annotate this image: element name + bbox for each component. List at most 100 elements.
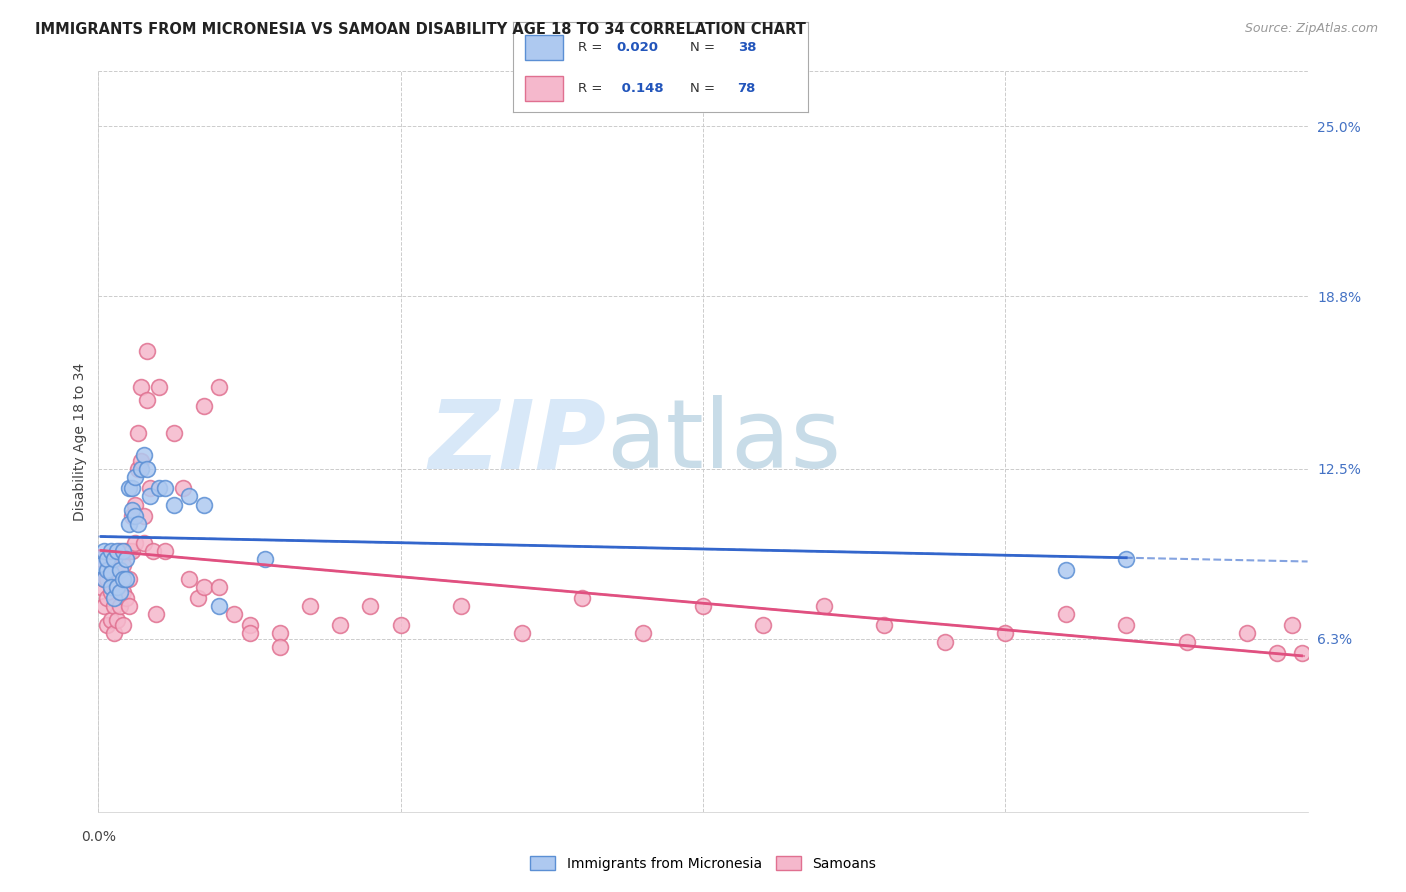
Samoans	[135, 344, 157, 359]
Immigrants from Micronesia	[118, 481, 141, 495]
Samoans	[752, 618, 775, 632]
Text: 0.0%: 0.0%	[82, 830, 115, 844]
Samoans	[692, 599, 714, 613]
Samoans	[108, 572, 131, 586]
Samoans	[111, 618, 134, 632]
Immigrants from Micronesia	[132, 448, 155, 462]
Samoans	[163, 426, 186, 441]
Immigrants from Micronesia	[96, 563, 118, 577]
Immigrants from Micronesia	[103, 591, 125, 605]
Samoans	[132, 536, 155, 550]
Immigrants from Micronesia	[253, 552, 276, 566]
Text: 38: 38	[738, 41, 756, 54]
Samoans	[129, 454, 152, 468]
Samoans	[239, 618, 262, 632]
Samoans	[873, 618, 896, 632]
Immigrants from Micronesia	[108, 563, 131, 577]
Immigrants from Micronesia	[111, 544, 134, 558]
Samoans	[1267, 646, 1289, 660]
Samoans	[121, 508, 143, 523]
Text: N =: N =	[690, 41, 720, 54]
Legend: Immigrants from Micronesia, Samoans: Immigrants from Micronesia, Samoans	[524, 850, 882, 876]
Immigrants from Micronesia	[114, 572, 136, 586]
Text: IMMIGRANTS FROM MICRONESIA VS SAMOAN DISABILITY AGE 18 TO 34 CORRELATION CHART: IMMIGRANTS FROM MICRONESIA VS SAMOAN DIS…	[35, 22, 806, 37]
Samoans	[121, 544, 143, 558]
Immigrants from Micronesia	[124, 470, 146, 484]
Text: 78: 78	[738, 82, 756, 95]
Immigrants from Micronesia	[129, 462, 152, 476]
Samoans	[103, 572, 125, 586]
Immigrants from Micronesia	[100, 580, 122, 594]
Immigrants from Micronesia	[93, 572, 115, 586]
Immigrants from Micronesia	[96, 552, 118, 566]
Samoans	[127, 426, 149, 441]
Samoans	[994, 626, 1017, 640]
Samoans	[389, 618, 412, 632]
Immigrants from Micronesia	[208, 599, 231, 613]
Samoans	[108, 599, 131, 613]
Immigrants from Micronesia	[105, 580, 128, 594]
Samoans	[208, 580, 231, 594]
Immigrants from Micronesia	[1115, 552, 1137, 566]
Samoans	[129, 380, 152, 394]
Samoans	[135, 393, 157, 408]
Immigrants from Micronesia	[105, 544, 128, 558]
Samoans	[1236, 626, 1258, 640]
Immigrants from Micronesia	[103, 552, 125, 566]
Immigrants from Micronesia	[100, 544, 122, 558]
Samoans	[269, 640, 291, 655]
Text: atlas: atlas	[606, 395, 841, 488]
Immigrants from Micronesia	[179, 489, 201, 503]
Samoans	[145, 607, 167, 622]
Samoans	[105, 552, 128, 566]
Samoans	[1175, 634, 1198, 648]
Samoans	[934, 634, 956, 648]
Samoans	[239, 626, 262, 640]
Samoans	[1281, 618, 1303, 632]
Samoans	[450, 599, 472, 613]
Immigrants from Micronesia	[1054, 563, 1077, 577]
Y-axis label: Disability Age 18 to 34: Disability Age 18 to 34	[73, 362, 87, 521]
Samoans	[148, 380, 170, 394]
Samoans	[93, 572, 115, 586]
Immigrants from Micronesia	[148, 481, 170, 495]
Samoans	[193, 580, 215, 594]
Samoans	[510, 626, 533, 640]
Immigrants from Micronesia	[111, 572, 134, 586]
Samoans	[96, 591, 118, 605]
Immigrants from Micronesia	[139, 489, 162, 503]
Samoans	[124, 536, 146, 550]
Samoans	[114, 544, 136, 558]
Samoans	[105, 613, 128, 627]
Samoans	[269, 626, 291, 640]
Immigrants from Micronesia	[163, 498, 186, 512]
Samoans	[571, 591, 593, 605]
Samoans	[103, 626, 125, 640]
Samoans	[132, 508, 155, 523]
Samoans	[153, 544, 176, 558]
FancyBboxPatch shape	[524, 76, 564, 101]
Samoans	[172, 481, 194, 495]
Immigrants from Micronesia	[121, 481, 143, 495]
Immigrants from Micronesia	[114, 552, 136, 566]
Samoans	[114, 591, 136, 605]
Text: 0.148: 0.148	[616, 82, 664, 95]
Immigrants from Micronesia	[193, 498, 215, 512]
Samoans	[224, 607, 246, 622]
Immigrants from Micronesia	[93, 544, 115, 558]
Samoans	[105, 580, 128, 594]
Samoans	[118, 572, 141, 586]
Samoans	[118, 599, 141, 613]
Samoans	[93, 599, 115, 613]
Samoans	[1291, 646, 1313, 660]
Samoans	[100, 585, 122, 599]
Immigrants from Micronesia	[118, 516, 141, 531]
Text: Source: ZipAtlas.com: Source: ZipAtlas.com	[1244, 22, 1378, 36]
Samoans	[1054, 607, 1077, 622]
Samoans	[142, 544, 165, 558]
Samoans	[111, 558, 134, 572]
Samoans	[193, 399, 215, 413]
Samoans	[111, 585, 134, 599]
Samoans	[299, 599, 322, 613]
Samoans	[1115, 618, 1137, 632]
